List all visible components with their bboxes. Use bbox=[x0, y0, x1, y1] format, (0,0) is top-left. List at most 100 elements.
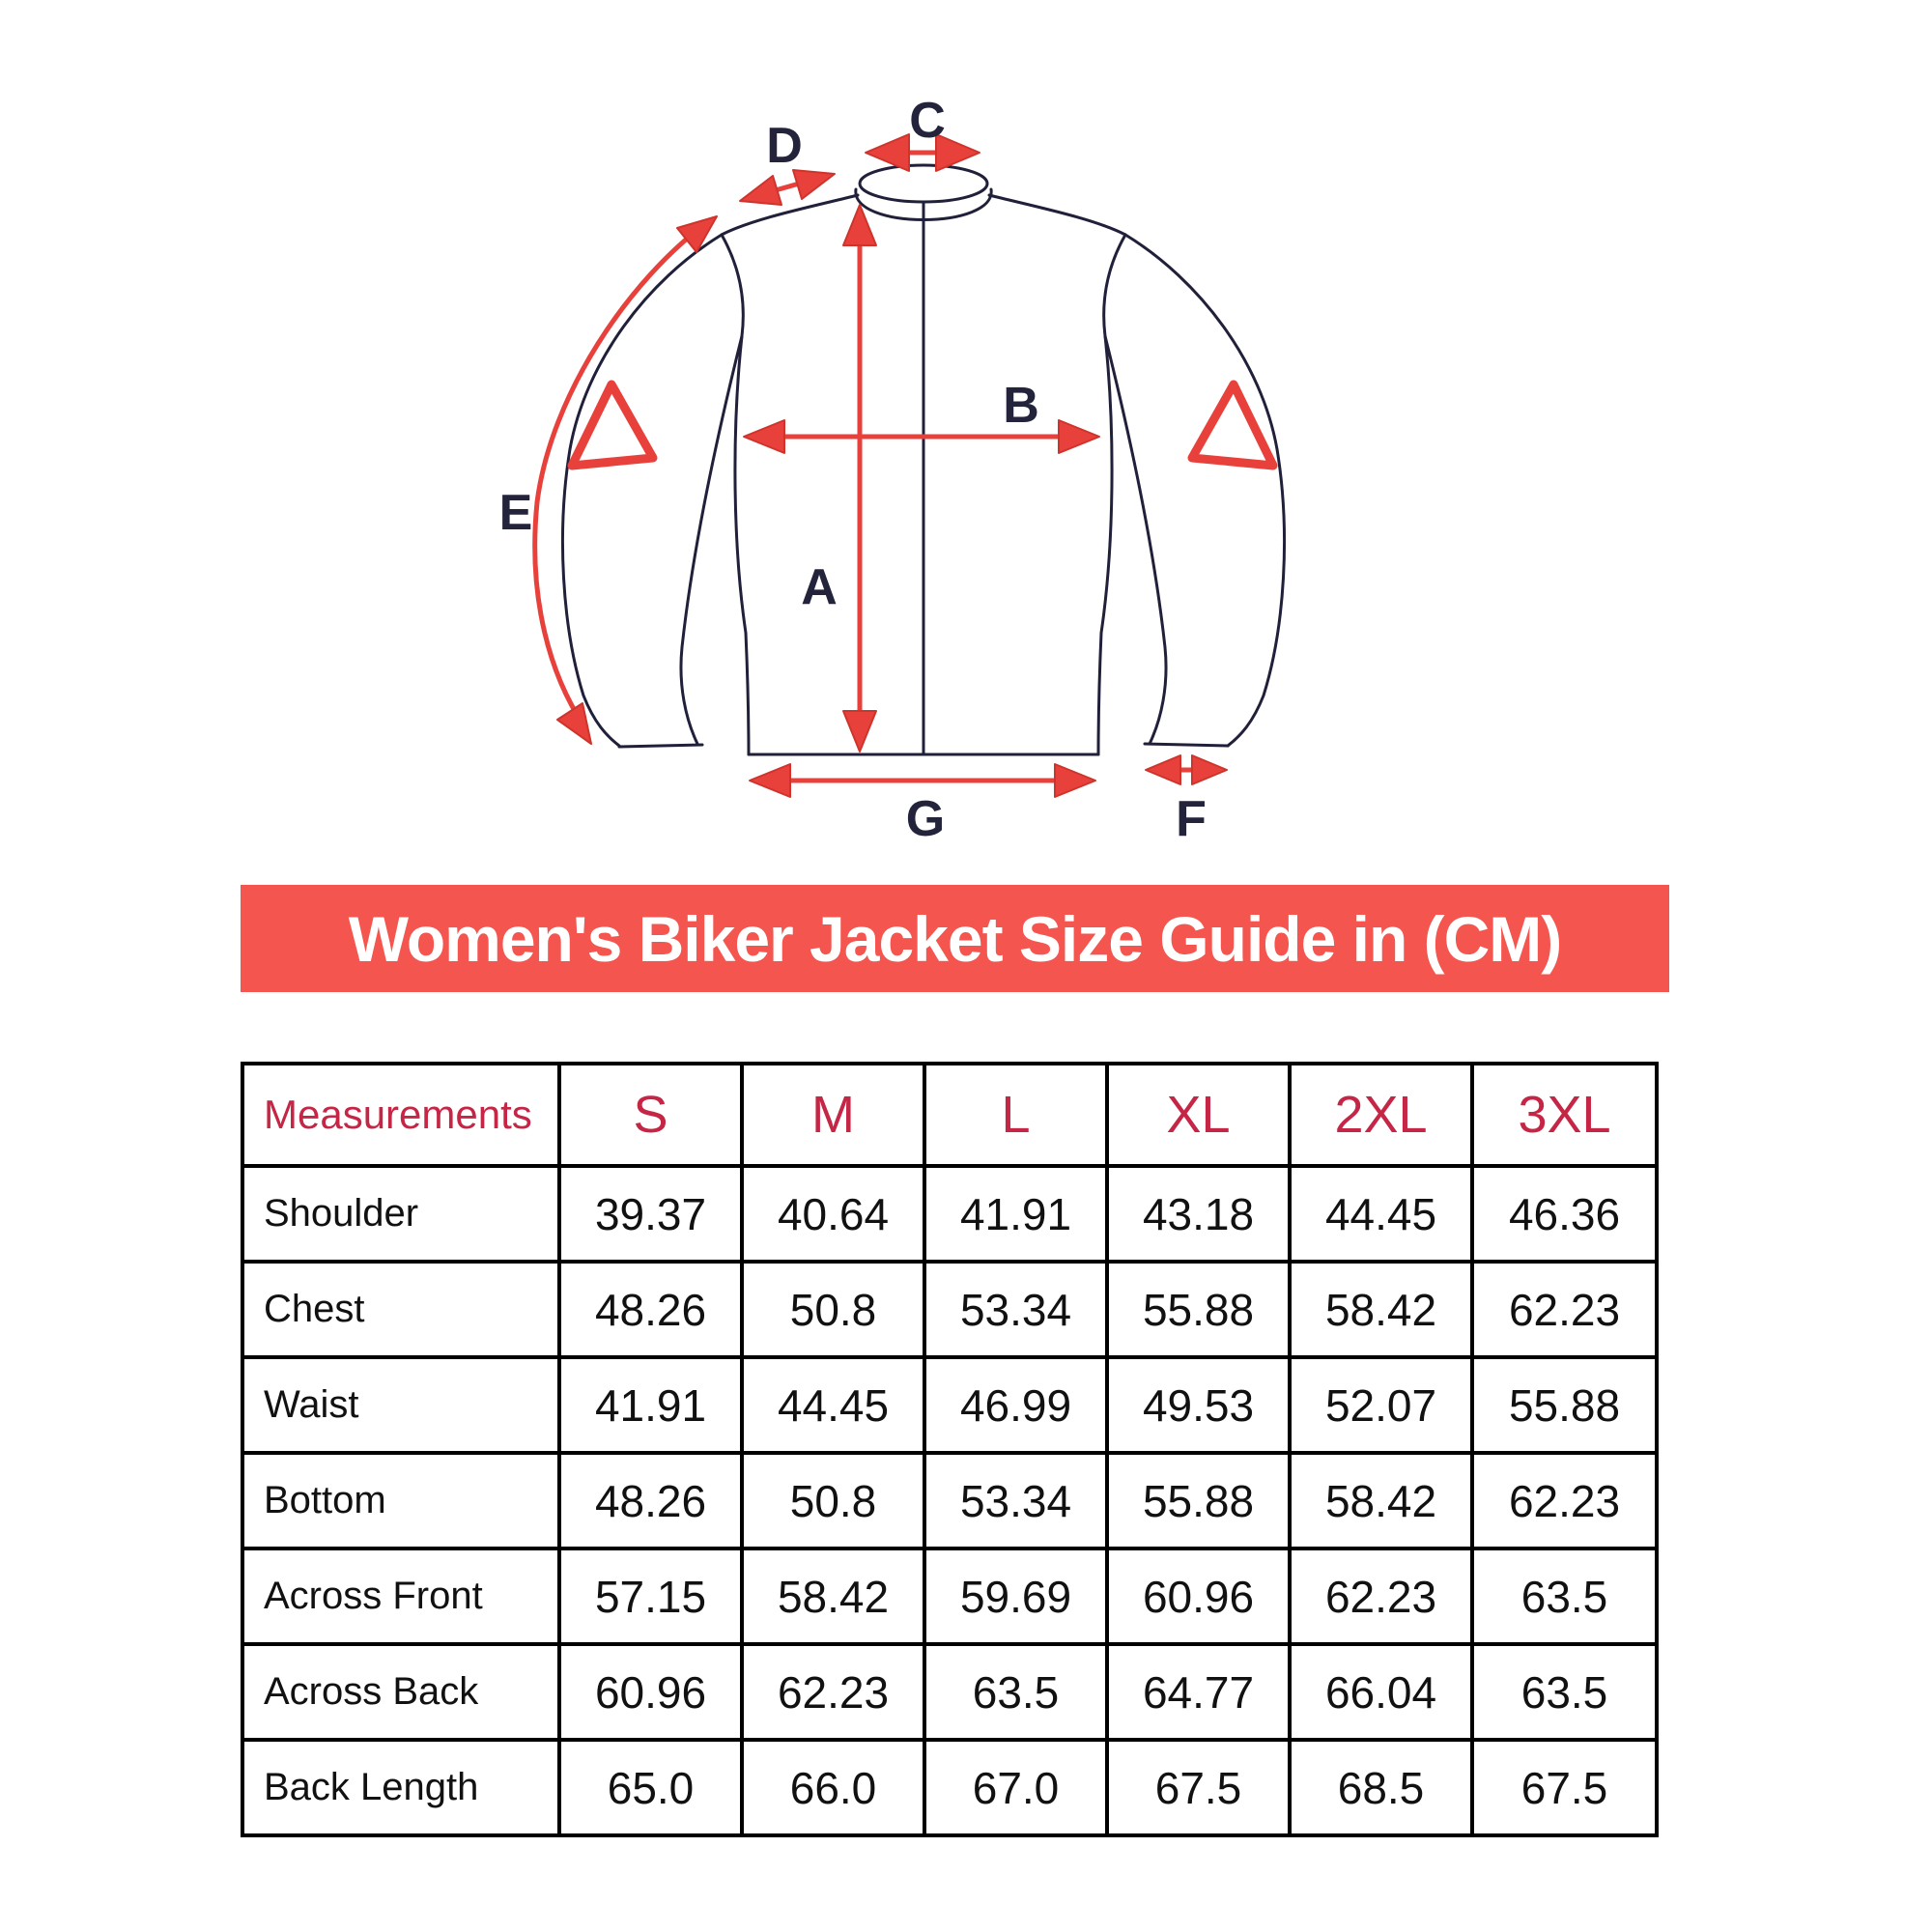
size-value: 65.0 bbox=[557, 1738, 744, 1837]
collar-opening bbox=[858, 163, 989, 204]
size-value: 48.26 bbox=[557, 1451, 744, 1550]
size-value: 63.5 bbox=[1470, 1547, 1659, 1646]
right-sleeve-inner bbox=[1103, 334, 1168, 746]
left-shoulder-line bbox=[720, 193, 860, 237]
size-value: 55.88 bbox=[1105, 1260, 1292, 1359]
size-value: 46.36 bbox=[1470, 1164, 1659, 1264]
size-value: 52.07 bbox=[1288, 1355, 1474, 1455]
size-value: 62.23 bbox=[1470, 1451, 1659, 1550]
size-value: 64.77 bbox=[1105, 1642, 1292, 1742]
size-value: 50.8 bbox=[740, 1451, 926, 1550]
diagram-label-c: C bbox=[909, 93, 946, 149]
size-value: 53.34 bbox=[923, 1260, 1109, 1359]
diagram-label-g: G bbox=[906, 791, 945, 847]
diagram-label-d: D bbox=[766, 118, 803, 174]
size-value: 62.23 bbox=[1470, 1260, 1659, 1359]
size-value: 66.04 bbox=[1288, 1642, 1474, 1742]
column-header-2xl: 2XL bbox=[1288, 1062, 1474, 1168]
measurement-label: Bottom bbox=[241, 1451, 561, 1550]
table-header-row: Measurements S M L XL 2XL 3XL bbox=[241, 1062, 1659, 1168]
size-value: 60.96 bbox=[557, 1642, 744, 1742]
table-row: Bottom 48.26 50.8 53.34 55.88 58.42 62.23 bbox=[241, 1451, 1659, 1550]
size-value: 50.8 bbox=[740, 1260, 926, 1359]
measurement-label: Waist bbox=[241, 1355, 561, 1455]
right-sleeve-outer bbox=[1123, 233, 1287, 748]
size-value: 58.42 bbox=[1288, 1451, 1474, 1550]
table-row: Across Back 60.96 62.23 63.5 64.77 66.04 63.5 bbox=[241, 1642, 1659, 1742]
right-elbow-triangle bbox=[1187, 380, 1278, 470]
left-cuff bbox=[617, 743, 704, 749]
table-row: Chest 48.26 50.8 53.34 55.88 58.42 62.23 bbox=[241, 1260, 1659, 1359]
size-value: 67.5 bbox=[1105, 1738, 1292, 1837]
page-title: Women's Biker Jacket Size Guide in (CM) bbox=[348, 902, 1562, 975]
body-right-side bbox=[1096, 334, 1114, 756]
size-value: 66.0 bbox=[740, 1738, 926, 1837]
right-shoulder-line bbox=[987, 193, 1127, 237]
column-header-m: M bbox=[740, 1062, 926, 1168]
size-value: 41.91 bbox=[557, 1355, 744, 1455]
size-value: 44.45 bbox=[740, 1355, 926, 1455]
measurement-label: Chest bbox=[241, 1260, 561, 1359]
size-value: 48.26 bbox=[557, 1260, 744, 1359]
column-header-l: L bbox=[923, 1062, 1109, 1168]
measure-arrow-a bbox=[842, 204, 877, 753]
left-elbow-triangle bbox=[567, 380, 658, 470]
jacket-measurement-diagram: A B C D E F G bbox=[499, 93, 1287, 847]
size-value: 63.5 bbox=[1470, 1642, 1659, 1742]
table-row: Shoulder 39.37 40.64 41.91 43.18 44.45 46.36 bbox=[241, 1164, 1659, 1264]
size-value: 68.5 bbox=[1288, 1738, 1474, 1837]
size-table-body: Shoulder 39.37 40.64 41.91 43.18 44.45 46.36 Ch… bbox=[241, 1164, 1659, 1837]
size-value: 59.69 bbox=[923, 1547, 1109, 1646]
measure-arrow-b bbox=[743, 419, 1100, 454]
size-value: 39.37 bbox=[557, 1164, 744, 1264]
diagram-label-a: A bbox=[801, 559, 838, 615]
size-value: 55.88 bbox=[1470, 1355, 1659, 1455]
size-value: 58.42 bbox=[1288, 1260, 1474, 1359]
table-row: Waist 41.91 44.45 46.99 49.53 52.07 55.88 bbox=[241, 1355, 1659, 1455]
left-armhole-seam bbox=[720, 233, 745, 338]
table-row: Back Length 65.0 66.0 67.0 67.5 68.5 67.5 bbox=[241, 1738, 1659, 1837]
size-value: 46.99 bbox=[923, 1355, 1109, 1455]
size-value: 49.53 bbox=[1105, 1355, 1292, 1455]
size-value: 55.88 bbox=[1105, 1451, 1292, 1550]
diagram-label-e: E bbox=[499, 485, 533, 541]
size-value: 60.96 bbox=[1105, 1547, 1292, 1646]
size-value: 41.91 bbox=[923, 1164, 1109, 1264]
measurement-label: Across Back bbox=[241, 1642, 561, 1742]
diagram-label-b: B bbox=[1003, 378, 1039, 434]
diagram-label-f: F bbox=[1176, 791, 1207, 847]
column-header-3xl: 3XL bbox=[1470, 1062, 1659, 1168]
column-header-xl: XL bbox=[1105, 1062, 1292, 1168]
size-table: Measurements S M L XL 2XL 3XL Shoulder 39… bbox=[241, 1062, 1659, 1837]
measure-arrow-g bbox=[749, 763, 1096, 798]
measure-arrow-e bbox=[532, 215, 718, 745]
size-value: 53.34 bbox=[923, 1451, 1109, 1550]
size-value: 40.64 bbox=[740, 1164, 926, 1264]
column-header-measurements: Measurements bbox=[241, 1062, 561, 1168]
size-value: 62.23 bbox=[1288, 1547, 1474, 1646]
size-value: 43.18 bbox=[1105, 1164, 1292, 1264]
jacket-outline bbox=[560, 163, 1287, 756]
size-value: 67.0 bbox=[923, 1738, 1109, 1837]
title-banner: Women's Biker Jacket Size Guide in (CM) bbox=[241, 885, 1669, 992]
size-value: 63.5 bbox=[923, 1642, 1109, 1742]
table-row: Across Front 57.15 58.42 59.69 60.96 62.23 63.… bbox=[241, 1547, 1659, 1646]
body-left-side bbox=[733, 334, 751, 756]
measurement-label: Across Front bbox=[241, 1547, 561, 1646]
left-sleeve-outer bbox=[560, 233, 724, 748]
size-value: 67.5 bbox=[1470, 1738, 1659, 1837]
right-cuff bbox=[1143, 742, 1230, 748]
measurement-label: Back Length bbox=[241, 1738, 561, 1837]
measure-arrow-f bbox=[1145, 754, 1228, 785]
size-value: 44.45 bbox=[1288, 1164, 1474, 1264]
measurement-label: Shoulder bbox=[241, 1164, 561, 1264]
size-value: 62.23 bbox=[740, 1642, 926, 1742]
column-header-s: S bbox=[557, 1062, 744, 1168]
left-sleeve-inner bbox=[679, 334, 744, 746]
size-value: 58.42 bbox=[740, 1547, 926, 1646]
measure-arrow-c bbox=[865, 133, 980, 172]
right-armhole-seam bbox=[1102, 233, 1127, 338]
measure-arrow-d bbox=[739, 169, 836, 206]
size-value: 57.15 bbox=[557, 1547, 744, 1646]
